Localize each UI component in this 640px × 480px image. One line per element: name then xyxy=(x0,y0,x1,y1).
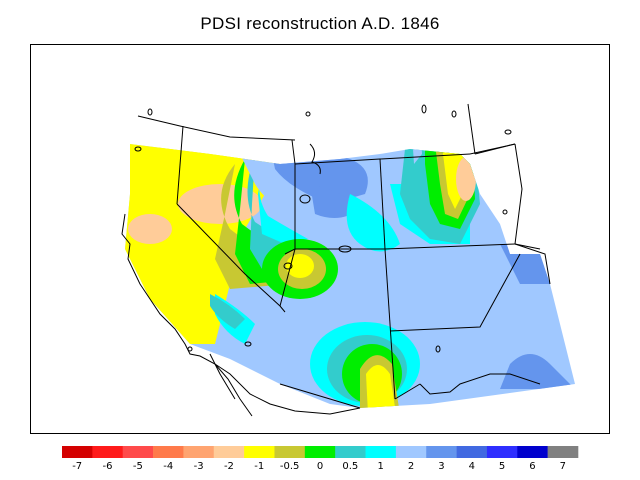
legend-label: -2 xyxy=(224,461,234,472)
legend-label: 4 xyxy=(469,461,475,472)
legend-label: -7 xyxy=(72,461,82,472)
legend-swatch xyxy=(183,446,215,458)
legend-label: 7 xyxy=(560,461,566,472)
political-borders xyxy=(121,103,551,417)
legend-labels: -7 -6 -5 -4 -3 -2 -1 -0.5 0 0.5 1 2 3 4 5 6 7 xyxy=(72,461,566,472)
legend-label: 2 xyxy=(408,461,414,472)
legend-label: 1 xyxy=(378,461,384,472)
map-title: PDSI reconstruction A.D. 1846 xyxy=(200,14,440,33)
legend-label: 3 xyxy=(438,461,444,472)
legend-swatches xyxy=(62,446,579,458)
pdsi-map xyxy=(30,44,610,434)
legend-swatch xyxy=(274,446,306,458)
legend-label: -4 xyxy=(163,461,173,472)
legend-label: -5 xyxy=(133,461,143,472)
legend-swatch xyxy=(304,446,336,458)
legend-label: 6 xyxy=(529,461,535,472)
legend-swatch xyxy=(92,446,123,458)
legend-swatch xyxy=(122,446,154,458)
legend-label: -6 xyxy=(103,461,113,472)
legend-label: -3 xyxy=(194,461,204,472)
legend-label: 5 xyxy=(499,461,505,472)
legend-swatch xyxy=(456,446,488,458)
legend-swatch xyxy=(213,446,245,458)
legend-swatch xyxy=(335,446,366,458)
legend-swatch xyxy=(395,446,427,458)
legend-swatch xyxy=(62,446,93,458)
legend-label: -0.5 xyxy=(280,461,300,472)
legend-swatch xyxy=(547,446,579,458)
legend-swatch xyxy=(153,446,184,458)
legend-label: 0 xyxy=(317,461,323,472)
legend-label: -1 xyxy=(254,461,264,472)
color-legend: -7 -6 -5 -4 -3 -2 -1 -0.5 0 0.5 1 2 3 4 5 6 7 xyxy=(62,446,579,472)
legend-swatch xyxy=(486,446,518,458)
legend-swatch xyxy=(426,446,457,458)
legend-swatch xyxy=(517,446,548,458)
legend-swatch xyxy=(365,446,397,458)
legend-swatch xyxy=(244,446,275,458)
legend-label: 0.5 xyxy=(342,461,358,472)
